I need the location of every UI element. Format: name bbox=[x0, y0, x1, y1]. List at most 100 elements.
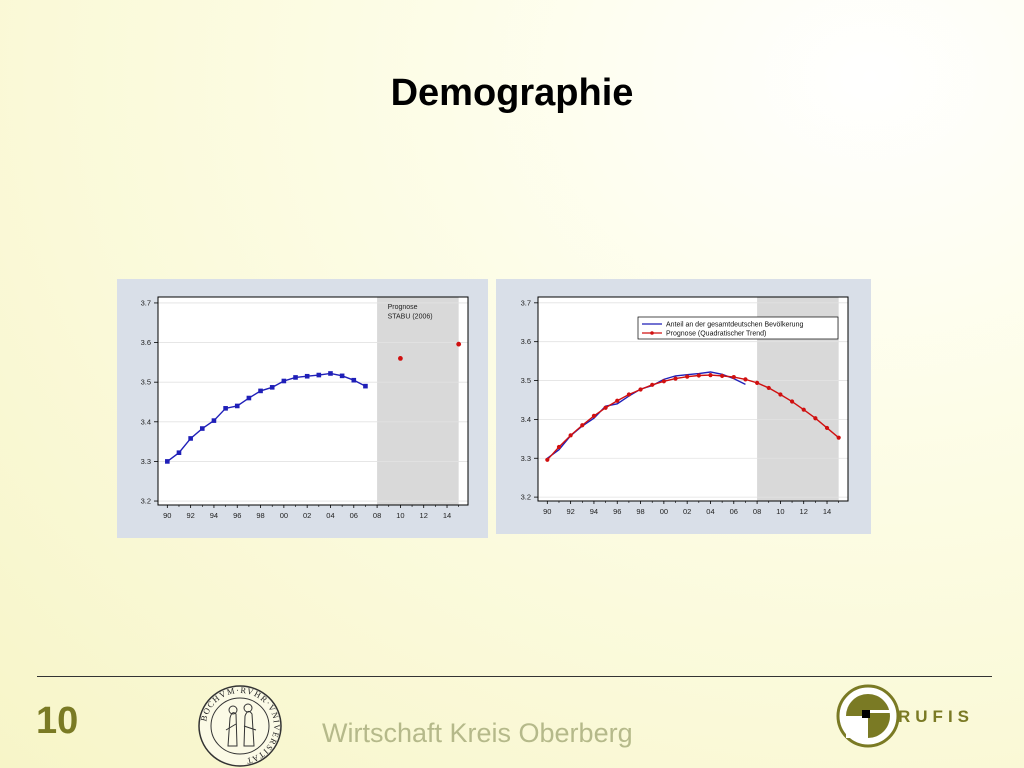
y-tick-label: 3.3 bbox=[141, 457, 151, 466]
y-tick-label: 3.6 bbox=[521, 337, 531, 346]
data-point bbox=[211, 418, 217, 423]
data-point bbox=[626, 392, 632, 397]
data-point bbox=[188, 436, 193, 441]
x-tick-label: 90 bbox=[163, 511, 171, 520]
x-tick-label: 14 bbox=[443, 511, 451, 520]
y-tick-label: 3.7 bbox=[521, 298, 531, 307]
x-tick-label: 96 bbox=[233, 511, 241, 520]
data-point bbox=[801, 407, 806, 412]
data-point bbox=[328, 371, 333, 376]
data-point bbox=[836, 435, 841, 440]
data-point bbox=[568, 433, 573, 438]
data-point bbox=[673, 376, 678, 381]
data-point bbox=[165, 459, 170, 464]
footer-divider bbox=[37, 676, 992, 677]
legend-label: Anteil an der gesamtdeutschen Bevölkerun… bbox=[666, 322, 803, 329]
y-tick-label: 3.2 bbox=[521, 493, 531, 502]
university-seal-logo: BOCHVM·RVHR·VNIVERSITAT bbox=[198, 685, 282, 767]
x-tick-label: 10 bbox=[396, 511, 404, 520]
y-tick-label: 3.2 bbox=[141, 497, 151, 506]
page-number: 10 bbox=[36, 700, 79, 742]
legend bbox=[637, 316, 839, 340]
x-tick-label: 14 bbox=[823, 507, 831, 516]
data-point bbox=[766, 385, 771, 391]
y-tick-label: 3.5 bbox=[521, 376, 531, 385]
chart-quadratic-trend: 3.2 3.3 3.4 3.5 3.6 3.7 90 92 94 96 98 00 02 04 06 08 10… bbox=[496, 279, 871, 534]
data-point bbox=[339, 373, 345, 379]
x-tick-label: 96 bbox=[613, 507, 621, 516]
data-point bbox=[661, 379, 666, 384]
data-point bbox=[731, 374, 736, 380]
x-tick-label: 08 bbox=[373, 511, 381, 520]
rufis-logo-text: RUFIS bbox=[898, 707, 974, 726]
y-tick-label: 3.7 bbox=[141, 298, 151, 307]
data-point bbox=[234, 403, 240, 409]
data-point bbox=[456, 341, 462, 347]
legend-marker bbox=[650, 331, 654, 335]
data-point bbox=[246, 395, 252, 401]
forecast-shade bbox=[377, 297, 459, 505]
data-point bbox=[556, 444, 562, 450]
plot-frame bbox=[157, 296, 469, 506]
x-tick-label: 98 bbox=[256, 511, 264, 520]
y-tick-label: 3.6 bbox=[141, 338, 151, 347]
data-point bbox=[754, 380, 760, 385]
data-point bbox=[258, 388, 263, 394]
y-tick-label: 3.4 bbox=[141, 417, 151, 426]
data-point bbox=[293, 375, 298, 380]
chart-annotation: Prognose bbox=[388, 304, 418, 311]
y-tick-label: 3.5 bbox=[141, 378, 151, 387]
footer-text: Wirtschaft Kreis Oberberg bbox=[322, 718, 633, 748]
plot-frame bbox=[537, 296, 849, 502]
data-point bbox=[580, 423, 585, 428]
data-point bbox=[281, 378, 287, 384]
data-point bbox=[696, 373, 701, 378]
x-tick-label: 98 bbox=[636, 507, 644, 516]
data-point bbox=[789, 399, 795, 404]
data-point bbox=[720, 373, 725, 378]
x-tick-label: 92 bbox=[186, 511, 194, 520]
slide-title: Demographie bbox=[390, 72, 634, 114]
chart-annotation: STABU (2006) bbox=[388, 314, 433, 321]
x-tick-label: 94 bbox=[210, 511, 218, 520]
legend-label: Prognose (Quadratischer Trend) bbox=[666, 331, 766, 338]
x-tick-label: 00 bbox=[280, 511, 288, 520]
x-tick-label: 06 bbox=[730, 507, 738, 516]
y-tick-label: 3.3 bbox=[521, 454, 531, 463]
x-tick-label: 08 bbox=[753, 507, 761, 516]
data-point bbox=[199, 426, 205, 431]
x-tick-label: 04 bbox=[706, 507, 714, 516]
chart-svg: 3.2 3.3 3.4 3.5 3.6 3.7 90 92 94 96 98 00 02 04 06 08 10… bbox=[141, 296, 469, 520]
series-line bbox=[546, 374, 840, 461]
data-point bbox=[708, 373, 713, 378]
x-tick-label: 12 bbox=[800, 507, 808, 516]
data-point bbox=[363, 383, 368, 389]
data-point bbox=[176, 450, 182, 456]
x-tick-label: 92 bbox=[566, 507, 574, 516]
data-point bbox=[685, 374, 690, 379]
x-tick-label: 02 bbox=[683, 507, 691, 516]
x-tick-label: 06 bbox=[350, 511, 358, 520]
data-point bbox=[824, 425, 830, 431]
data-point bbox=[223, 406, 228, 411]
data-point bbox=[638, 387, 643, 392]
data-point bbox=[743, 377, 748, 382]
chart-stabu-forecast: 3.2 3.3 3.4 3.5 3.6 3.7 90 92 94 96 98 00 02 04 06 08 10… bbox=[117, 279, 488, 538]
rufis-logo: RUFIS bbox=[836, 684, 974, 748]
x-tick-label: 12 bbox=[420, 511, 428, 520]
data-point bbox=[269, 385, 275, 390]
data-point bbox=[316, 372, 322, 378]
data-point bbox=[603, 405, 608, 410]
x-tick-label: 00 bbox=[660, 507, 668, 516]
data-point bbox=[778, 392, 783, 397]
chart-svg: 3.2 3.3 3.4 3.5 3.6 3.7 90 92 94 96 98 00 02 04 06 08 10… bbox=[521, 296, 849, 516]
x-tick-label: 02 bbox=[303, 511, 311, 520]
data-point bbox=[650, 382, 655, 387]
data-point bbox=[615, 398, 620, 403]
y-tick-label: 3.4 bbox=[521, 415, 531, 424]
data-point bbox=[591, 413, 597, 419]
data-point bbox=[813, 416, 818, 421]
data-point bbox=[398, 356, 403, 361]
x-tick-label: 10 bbox=[776, 507, 784, 516]
data-point bbox=[351, 377, 357, 383]
